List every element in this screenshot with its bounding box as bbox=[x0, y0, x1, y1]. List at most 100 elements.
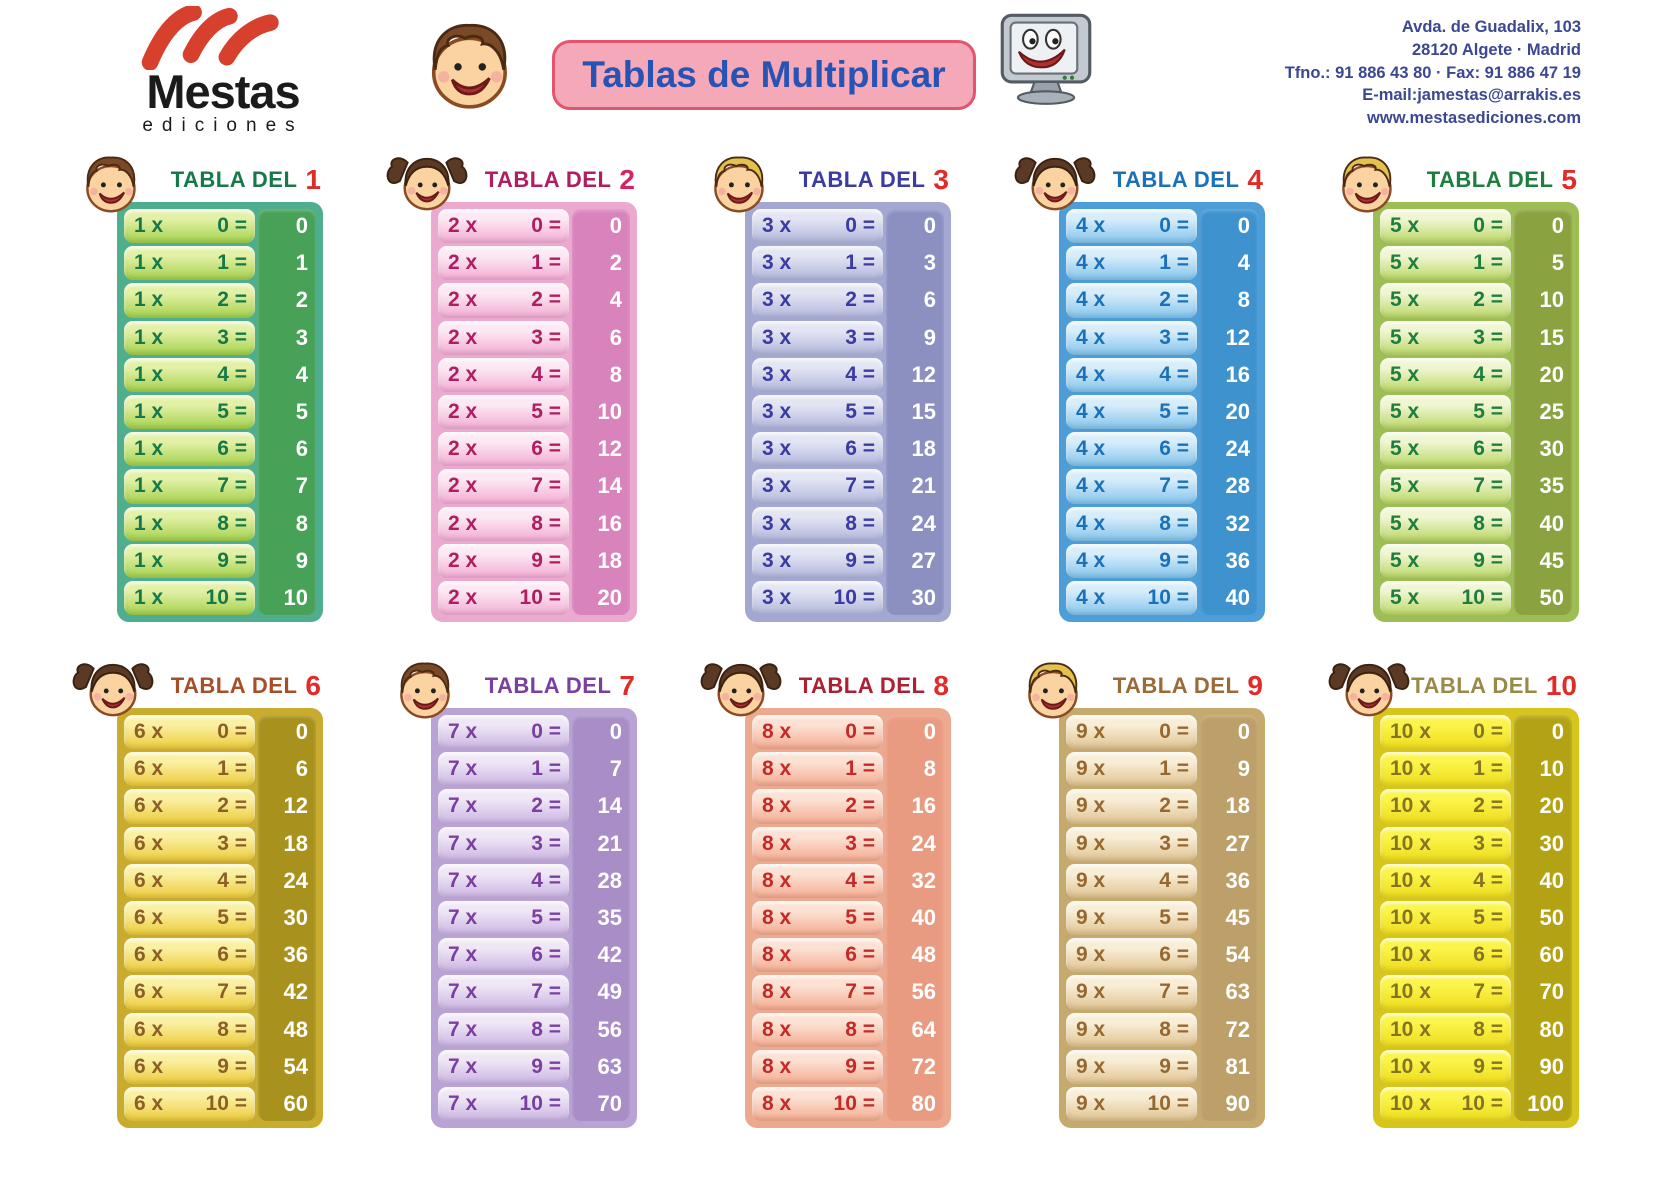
result-value: 50 bbox=[1539, 905, 1564, 931]
expression-pill: 4 x 8 = bbox=[1066, 506, 1197, 541]
expression-rhs: 1 = bbox=[1473, 251, 1503, 275]
expression-rhs: 4 = bbox=[845, 868, 875, 892]
expression-pill: 2 x 10 = bbox=[438, 580, 569, 616]
expression-pill: 5 x 5 = bbox=[1380, 394, 1511, 430]
expression-pill: 2 x 5 = bbox=[438, 394, 569, 430]
expression-pill: 2 x 9 = bbox=[438, 543, 569, 578]
result-value: 40 bbox=[911, 905, 936, 931]
result-value: 45 bbox=[1539, 547, 1564, 573]
expression-pill: 8 x 3 = bbox=[752, 826, 883, 861]
result-value: 81 bbox=[1225, 1053, 1250, 1079]
expression-pill: 8 x 9 = bbox=[752, 1049, 883, 1084]
expression-pill: 2 x 7 = bbox=[438, 469, 569, 504]
expression-lhs: 2 x bbox=[448, 362, 478, 386]
expression-rhs: 8 = bbox=[1473, 511, 1503, 535]
expression-lhs: 10 x bbox=[1390, 868, 1431, 892]
expression-rhs: 4 = bbox=[1159, 362, 1189, 386]
expression-pill: 5 x 8 = bbox=[1380, 506, 1511, 541]
expression-lhs: 6 x bbox=[134, 794, 164, 818]
result-value: 21 bbox=[911, 473, 936, 499]
expression-lhs: 4 x bbox=[1076, 288, 1106, 312]
expression-lhs: 8 x bbox=[762, 794, 792, 818]
result-value: 9 bbox=[1237, 756, 1250, 782]
expression-lhs: 8 x bbox=[762, 980, 792, 1004]
expression-lhs: 1 x bbox=[134, 400, 164, 424]
expression-lhs: 3 x bbox=[762, 362, 792, 386]
expression-pill: 2 x 2 = bbox=[438, 283, 569, 318]
table-header-label: TABLA DEL bbox=[484, 167, 612, 192]
expression-pill: 6 x 4 = bbox=[124, 863, 255, 898]
result-value: 4 bbox=[295, 361, 308, 387]
table-header-number: 8 bbox=[933, 670, 949, 701]
table-header-number: 4 bbox=[1247, 164, 1263, 195]
expression-rhs: 9 = bbox=[531, 548, 561, 572]
expression-pill: 6 x 1 = bbox=[124, 752, 255, 787]
expression-lhs: 2 x bbox=[448, 251, 478, 275]
expression-rhs: 0 = bbox=[845, 720, 875, 744]
expression-rhs: 1 = bbox=[531, 757, 561, 781]
expression-rhs: 7 = bbox=[1473, 980, 1503, 1004]
expression-pill: 9 x 9 = bbox=[1066, 1049, 1197, 1084]
expression-rhs: 4 = bbox=[217, 362, 247, 386]
boy-face-icon bbox=[1333, 152, 1399, 219]
expression-rhs: 0 = bbox=[1473, 214, 1503, 238]
result-value: 16 bbox=[597, 510, 622, 536]
expression-rhs: 5 = bbox=[1473, 906, 1503, 930]
expression-rhs: 4 = bbox=[217, 868, 247, 892]
table-header-number: 9 bbox=[1247, 670, 1263, 701]
result-value: 28 bbox=[597, 867, 622, 893]
expression-rhs: 1 = bbox=[217, 251, 247, 275]
expression-pill: 8 x 8 = bbox=[752, 1012, 883, 1047]
expression-pill: 10 x 6 = bbox=[1380, 938, 1511, 973]
expression-lhs: 4 x bbox=[1076, 585, 1106, 609]
result-value: 0 bbox=[1551, 213, 1564, 239]
result-value: 0 bbox=[609, 719, 622, 745]
tables-grid: TABLA DEL 1 1 x 0 = 1 x 1 = 1 x 2 = 1 x 3 = 1 x 4 =… bbox=[72, 156, 1579, 1128]
expression-rhs: 10 = bbox=[833, 1091, 875, 1115]
results-column: 0 8 16 24 32 40 48 56 64 72 80 bbox=[886, 715, 944, 1121]
expression-pill: 9 x 0 = bbox=[1066, 715, 1197, 750]
expression-rhs: 10 = bbox=[1461, 585, 1503, 609]
expression-rhs: 8 = bbox=[845, 511, 875, 535]
table-header-label: TABLA DEL bbox=[1112, 167, 1240, 192]
result-value: 40 bbox=[1539, 867, 1564, 893]
expression-rhs: 6 = bbox=[1159, 943, 1189, 967]
expression-pill: 6 x 7 = bbox=[124, 975, 255, 1010]
result-value: 24 bbox=[911, 830, 936, 856]
table-header-number: 6 bbox=[305, 670, 321, 701]
result-value: 48 bbox=[911, 942, 936, 968]
result-value: 28 bbox=[1225, 473, 1250, 499]
expression-lhs: 7 x bbox=[448, 720, 478, 744]
expression-rhs: 0 = bbox=[1159, 720, 1189, 744]
expression-pill: 4 x 5 = bbox=[1066, 394, 1197, 430]
result-value: 72 bbox=[911, 1053, 936, 1079]
expression-lhs: 8 x bbox=[762, 868, 792, 892]
expressions-column: 1 x 0 = 1 x 1 = 1 x 2 = 1 x 3 = 1 x 4 = 1 x 5 = 1 x 6… bbox=[124, 209, 255, 616]
expression-rhs: 3 = bbox=[845, 831, 875, 855]
expression-rhs: 0 = bbox=[531, 214, 561, 238]
expression-pill: 9 x 2 = bbox=[1066, 789, 1197, 824]
expression-lhs: 2 x bbox=[448, 548, 478, 572]
result-value: 6 bbox=[295, 756, 308, 782]
table-header: TABLA DEL 4 bbox=[1059, 158, 1265, 202]
expression-rhs: 9 = bbox=[845, 1054, 875, 1078]
table-header-label: TABLA DEL bbox=[798, 673, 926, 698]
results-column: 0 10 20 30 40 50 60 70 80 90 100 bbox=[1514, 715, 1572, 1121]
expression-lhs: 5 x bbox=[1390, 288, 1420, 312]
expression-rhs: 6 = bbox=[217, 943, 247, 967]
table-header-label: TABLA DEL bbox=[1112, 673, 1240, 698]
result-value: 50 bbox=[1539, 584, 1564, 610]
expression-lhs: 9 x bbox=[1076, 868, 1106, 892]
table-header: TABLA DEL 2 bbox=[431, 158, 637, 202]
result-value: 18 bbox=[283, 830, 308, 856]
expression-lhs: 4 x bbox=[1076, 214, 1106, 238]
table-block-4: TABLA DEL 4 4 x 0 = 4 x 1 = 4 x 2 = 4 x 3 = 4 x 4 =… bbox=[1014, 157, 1265, 622]
table-header-label: TABLA DEL bbox=[170, 167, 298, 192]
result-value: 10 bbox=[1539, 287, 1564, 313]
results-column: 0 2 4 6 8 10 12 14 16 18 20 bbox=[572, 209, 630, 615]
expression-pill: 6 x 9 = bbox=[124, 1049, 255, 1084]
expression-lhs: 9 x bbox=[1076, 757, 1106, 781]
expression-rhs: 7 = bbox=[1159, 980, 1189, 1004]
expression-pill: 2 x 8 = bbox=[438, 506, 569, 541]
